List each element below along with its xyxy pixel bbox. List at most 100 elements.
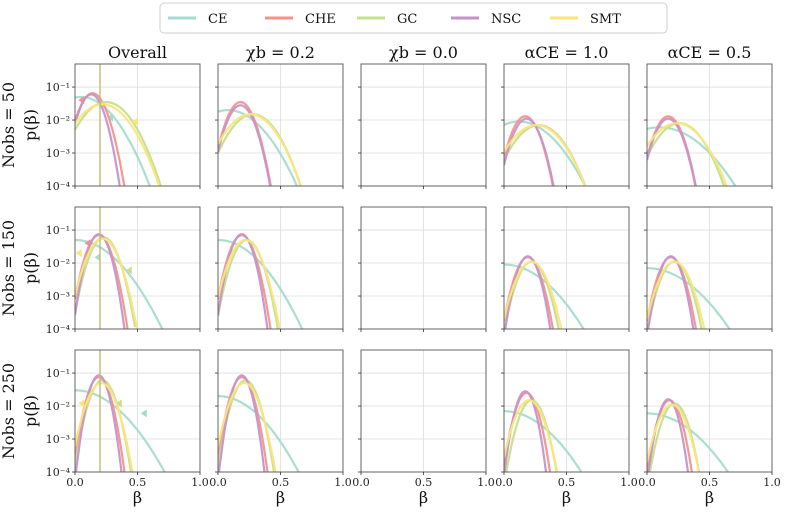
x-tick-label: 1.0	[334, 476, 352, 489]
y-tick-label: 10⁻²	[46, 257, 70, 270]
panel-r2-c4	[501, 206, 630, 332]
column-title: χb = 0.0	[389, 43, 458, 62]
series-line-smt	[647, 403, 701, 472]
x-tick-label: 0.5	[129, 476, 147, 489]
y-tick-label: 10⁻⁴	[46, 180, 71, 193]
y-axis-label-text: p(β)	[21, 252, 40, 284]
x-tick-label: 0.5	[272, 476, 290, 489]
series-line-smt	[75, 381, 134, 472]
row-title-text: Nobs = 50	[0, 82, 18, 168]
series-line-che	[75, 234, 129, 329]
series-line-smt	[218, 381, 277, 472]
legend-item-gc: GC	[357, 12, 417, 27]
series-line-smt	[218, 238, 281, 329]
legend-label: CE	[208, 12, 227, 27]
x-tick-label: 1.0	[191, 476, 209, 489]
panel-r1-c3	[358, 63, 487, 189]
x-tick-label: 1.0	[620, 476, 638, 489]
x-tick-label: 1.0	[477, 476, 495, 489]
series-line-nsc	[504, 117, 555, 186]
series-group	[218, 233, 304, 329]
y-tick-label: 10⁻³	[46, 433, 70, 446]
series-line-smt	[504, 260, 563, 329]
legend-item-che: CHE	[265, 12, 336, 27]
series-marker-smt	[75, 249, 82, 258]
x-tick-label: 0.0	[495, 476, 513, 489]
column-title: Overall	[108, 43, 167, 62]
series-group	[504, 255, 585, 329]
series-line-smt	[75, 237, 139, 329]
series-line-smt	[504, 123, 587, 186]
series-line-ce	[647, 412, 730, 472]
series-line-nsc	[75, 93, 121, 186]
series-group	[75, 92, 162, 186]
series-line-nsc	[218, 374, 266, 472]
series-group	[647, 115, 737, 186]
x-tick-label: 0.0	[638, 476, 656, 489]
panel-r3-c1: 10⁻¹ 10⁻² 10⁻³ 10⁻⁴0.0 0.5 1.0	[46, 349, 209, 489]
series-line-gc	[75, 100, 162, 186]
series-marker-gc	[115, 399, 122, 408]
x-axis-label: β	[705, 488, 714, 507]
x-tick-label: 0.0	[352, 476, 370, 489]
series-line-smt	[75, 103, 161, 186]
panel-r2-c1: 10⁻¹ 10⁻² 10⁻³ 10⁻⁴	[46, 206, 201, 336]
y-tick-label: 10⁻²	[46, 114, 70, 127]
x-tick-label: 0.5	[415, 476, 433, 489]
series-line-nsc	[218, 104, 272, 186]
x-axis-label: β	[276, 488, 285, 507]
y-tick-label: 10⁻²	[46, 400, 70, 413]
row-title-text: Nobs = 150	[0, 220, 18, 316]
series-line-smt	[647, 122, 728, 186]
legend-frame	[159, 2, 668, 34]
series-group	[75, 374, 166, 472]
series-marker-smt	[78, 399, 85, 408]
panel-r1-c5	[644, 63, 773, 189]
row-title: Nobs = 150	[0, 220, 18, 316]
y-tick-label: 10⁻¹	[46, 367, 70, 380]
series-group	[504, 390, 583, 472]
x-axis-label: β	[562, 488, 571, 507]
x-tick-label: 1.0	[763, 476, 781, 489]
panel-r1-c2	[215, 63, 344, 189]
panel-r1-c4	[501, 63, 630, 189]
x-axis-label: β	[133, 488, 142, 507]
y-tick-label: 10⁻³	[46, 290, 70, 303]
series-group	[218, 374, 300, 472]
series-marker-ce	[107, 113, 113, 122]
panel-r3-c4: 0.0 0.5 1.0	[495, 349, 638, 489]
series-group	[218, 100, 303, 186]
legend-item-nsc: NSC	[451, 12, 521, 27]
y-tick-label: 10⁻⁴	[46, 323, 71, 336]
row-title: Nobs = 250	[0, 363, 18, 459]
series-line-smt	[504, 399, 559, 472]
y-axis-label: p(β)	[21, 252, 40, 284]
panel-r3-c3: 0.0 0.5 1.0	[352, 349, 495, 489]
legend-label: GC	[397, 12, 417, 27]
series-marker-ce	[140, 409, 147, 418]
x-tick-label: 0.0	[209, 476, 227, 489]
series-marker-gc	[125, 266, 132, 275]
x-tick-label: 0.5	[558, 476, 576, 489]
x-tick-label: 0.0	[66, 476, 84, 489]
column-title: αCE = 0.5	[668, 43, 752, 62]
panel-grid: Overall χb = 0.2 χb = 0.0 αCE = 1.0 αCE = 0.…	[0, 43, 781, 507]
series-group	[75, 233, 164, 329]
series-marker-smt	[132, 117, 138, 126]
legend-label: CHE	[305, 12, 336, 27]
series-group	[647, 398, 730, 472]
row-title: Nobs = 50	[0, 82, 18, 168]
panel-r2-c5	[644, 206, 773, 332]
row-title-text: Nobs = 250	[0, 363, 18, 459]
series-line-smt	[218, 113, 303, 186]
column-title: χb = 0.2	[246, 43, 315, 62]
series-line-nsc	[75, 374, 123, 472]
legend-label: NSC	[491, 12, 521, 27]
panel-r2-c2	[215, 206, 344, 332]
legend-item-ce: CE	[168, 12, 227, 27]
y-tick-label: 10⁻¹	[46, 81, 70, 94]
x-axis-label: β	[419, 488, 428, 507]
legend-item-smt: SMT	[550, 12, 621, 27]
y-tick-label: 10⁻⁴	[46, 466, 71, 479]
